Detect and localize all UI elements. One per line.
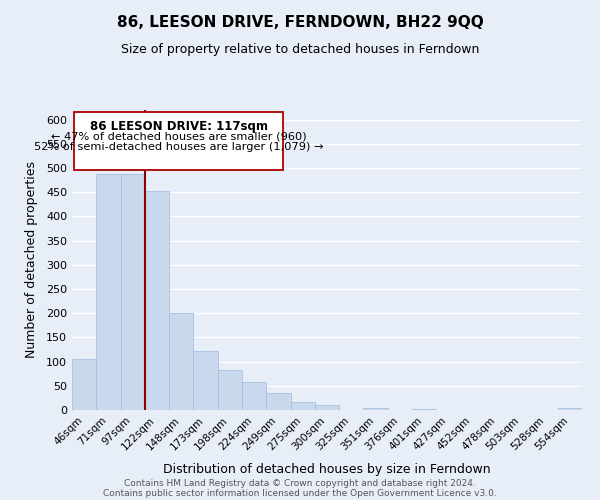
Bar [218,370,242,410]
Bar [121,174,145,410]
Text: 86, LEESON DRIVE, FERNDOWN, BH22 9QQ: 86, LEESON DRIVE, FERNDOWN, BH22 9QQ [116,15,484,30]
Text: ← 47% of detached houses are smaller (960): ← 47% of detached houses are smaller (96… [51,132,307,142]
Bar [169,313,193,410]
Text: Contains public sector information licensed under the Open Government Licence v3: Contains public sector information licen… [103,488,497,498]
Bar [290,402,315,410]
Text: Size of property relative to detached houses in Ferndown: Size of property relative to detached ho… [121,42,479,56]
Bar [266,393,290,410]
X-axis label: Distribution of detached houses by size in Ferndown: Distribution of detached houses by size … [163,463,491,476]
Bar [412,408,436,410]
Bar [364,408,388,410]
Bar [315,405,339,410]
Text: 52% of semi-detached houses are larger (1,079) →: 52% of semi-detached houses are larger (… [34,142,323,152]
Bar [145,192,169,410]
Bar [72,359,96,410]
Bar [74,112,283,170]
Y-axis label: Number of detached properties: Number of detached properties [25,162,38,358]
Text: 86 LEESON DRIVE: 117sqm: 86 LEESON DRIVE: 117sqm [90,120,268,132]
Text: Contains HM Land Registry data © Crown copyright and database right 2024.: Contains HM Land Registry data © Crown c… [124,478,476,488]
Bar [558,408,582,410]
Bar [96,174,121,410]
Bar [242,382,266,410]
Bar [193,352,218,410]
